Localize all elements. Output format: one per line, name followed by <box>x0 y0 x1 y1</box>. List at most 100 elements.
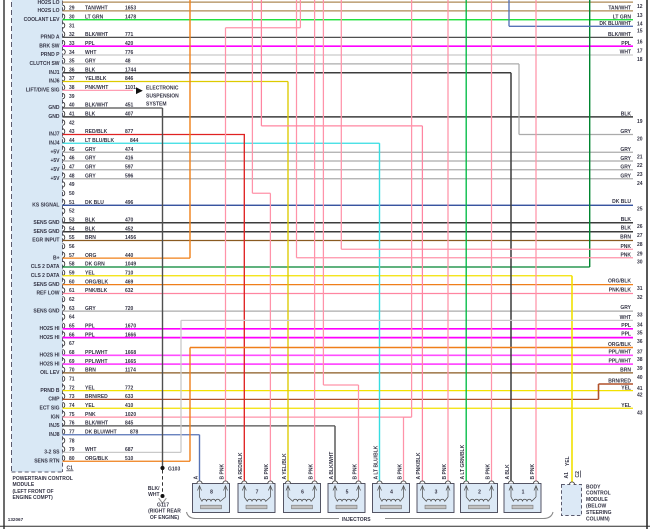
svg-text:LT GRN: LT GRN <box>613 14 632 20</box>
svg-text:48: 48 <box>69 173 75 179</box>
svg-text:GND: GND <box>48 105 60 111</box>
svg-text:469: 469 <box>125 279 134 285</box>
svg-text:HO2S HI: HO2S HI <box>39 326 60 332</box>
svg-text:416: 416 <box>125 156 134 162</box>
svg-text:63: 63 <box>69 306 75 312</box>
svg-text:ENGINE COMPT): ENGINE COMPT) <box>13 495 54 501</box>
svg-text:(LEFT FRONT OF: (LEFT FRONT OF <box>13 489 54 495</box>
svg-text:WHT: WHT <box>85 447 96 453</box>
svg-text:5: 5 <box>346 489 349 495</box>
svg-text:1049: 1049 <box>125 262 136 268</box>
svg-text:ORG/BLK: ORG/BLK <box>608 279 631 285</box>
svg-text:GND: GND <box>48 114 60 120</box>
svg-text:HO2S HI: HO2S HI <box>39 361 60 367</box>
svg-text:INJ5: INJ5 <box>49 423 60 429</box>
svg-text:42: 42 <box>637 393 643 399</box>
svg-text:DK BLU: DK BLU <box>612 199 631 205</box>
svg-text:75: 75 <box>69 412 75 418</box>
svg-text:45: 45 <box>69 147 75 153</box>
svg-text:OIL LEV: OIL LEV <box>40 370 60 376</box>
svg-text:42: 42 <box>69 120 75 126</box>
svg-text:BLK/: BLK/ <box>148 486 160 492</box>
svg-text:GRY: GRY <box>620 174 631 180</box>
svg-text:61: 61 <box>69 288 75 294</box>
svg-text:844: 844 <box>130 138 139 144</box>
svg-text:32: 32 <box>637 295 643 301</box>
svg-text:1744: 1744 <box>125 67 136 73</box>
svg-text:76: 76 <box>69 421 75 427</box>
svg-text:1653: 1653 <box>125 6 136 12</box>
svg-text:37: 37 <box>69 76 75 82</box>
svg-text:YEL: YEL <box>85 385 95 391</box>
svg-text:70: 70 <box>69 368 75 374</box>
svg-text:LIFT/DIVE SIG: LIFT/DIVE SIG <box>26 88 60 94</box>
svg-text:YEL: YEL <box>85 271 95 277</box>
svg-text:B+: B+ <box>53 255 60 261</box>
svg-text:633: 633 <box>125 394 134 400</box>
svg-text:31: 31 <box>69 23 75 29</box>
svg-text:C1: C1 <box>67 466 74 472</box>
svg-text:YEL: YEL <box>85 403 95 409</box>
svg-text:+5V: +5V <box>50 149 60 155</box>
svg-text:474: 474 <box>125 147 134 153</box>
svg-text:30: 30 <box>637 260 643 266</box>
svg-text:1: 1 <box>522 489 525 495</box>
svg-text:A BLK: A BLK <box>505 464 511 479</box>
svg-text:TAN/WHT: TAN/WHT <box>85 6 108 12</box>
svg-text:53: 53 <box>69 218 75 224</box>
svg-text:1456: 1456 <box>125 235 136 241</box>
svg-text:BLK: BLK <box>85 218 96 224</box>
svg-text:59: 59 <box>69 271 75 277</box>
svg-text:PNK: PNK <box>620 244 631 250</box>
svg-text:HO2S LO: HO2S LO <box>38 0 60 6</box>
svg-text:CLUTCH SW: CLUTCH SW <box>30 61 60 67</box>
svg-text:YEL: YEL <box>565 456 571 466</box>
svg-text:452: 452 <box>125 226 134 232</box>
svg-text:B PNK: B PNK <box>219 464 225 480</box>
svg-text:HO2S LO: HO2S LO <box>38 8 60 14</box>
svg-text:39: 39 <box>637 366 643 372</box>
svg-text:26: 26 <box>637 224 643 230</box>
svg-text:470: 470 <box>125 218 134 224</box>
svg-text:47: 47 <box>69 165 75 171</box>
svg-text:DK BLU/WHT: DK BLU/WHT <box>85 429 117 435</box>
svg-text:ORG: ORG <box>85 253 97 259</box>
svg-text:29: 29 <box>69 6 75 12</box>
svg-text:687: 687 <box>125 447 134 453</box>
svg-text:B PNK: B PNK <box>308 464 314 480</box>
svg-text:771: 771 <box>125 32 134 38</box>
svg-text:INJ7: INJ7 <box>49 132 60 138</box>
svg-text:BRN: BRN <box>85 368 96 374</box>
svg-text:GRY: GRY <box>620 156 631 162</box>
svg-text:A YEL/BLK: A YEL/BLK <box>282 453 288 480</box>
svg-text:ELECTRONIC: ELECTRONIC <box>146 85 179 91</box>
svg-text:29: 29 <box>637 251 643 257</box>
svg-text:GRY: GRY <box>85 165 96 171</box>
svg-text:72: 72 <box>69 385 75 391</box>
svg-text:WHT: WHT <box>85 50 96 56</box>
svg-text:1665: 1665 <box>125 359 136 365</box>
svg-text:46: 46 <box>69 156 75 162</box>
svg-text:1020: 1020 <box>125 412 136 418</box>
svg-text:33: 33 <box>69 41 75 47</box>
svg-text:G117: G117 <box>157 503 169 509</box>
svg-text:132067: 132067 <box>8 517 24 522</box>
svg-text:PRND B: PRND B <box>40 388 60 394</box>
svg-text:PNK: PNK <box>620 252 631 258</box>
svg-text:ORG/BLK: ORG/BLK <box>608 342 631 348</box>
svg-text:INJ6: INJ6 <box>49 79 60 85</box>
svg-text:EGR INPUT: EGR INPUT <box>32 238 59 244</box>
svg-text:B PNK: B PNK <box>352 464 358 480</box>
svg-text:BRN/RED: BRN/RED <box>608 379 631 385</box>
svg-text:OF ENGINE): OF ENGINE) <box>150 515 180 521</box>
svg-text:B PNK: B PNK <box>397 464 403 480</box>
svg-text:INJECTORS: INJECTORS <box>342 517 371 523</box>
svg-text:44: 44 <box>69 138 75 144</box>
svg-text:51: 51 <box>69 200 75 206</box>
svg-text:772: 772 <box>125 385 134 391</box>
svg-text:PNK: PNK <box>85 412 96 418</box>
svg-text:6: 6 <box>301 489 304 495</box>
svg-text:BLK: BLK <box>85 226 96 232</box>
svg-text:55: 55 <box>69 235 75 241</box>
svg-text:(RIGHT REAR: (RIGHT REAR <box>148 509 181 515</box>
